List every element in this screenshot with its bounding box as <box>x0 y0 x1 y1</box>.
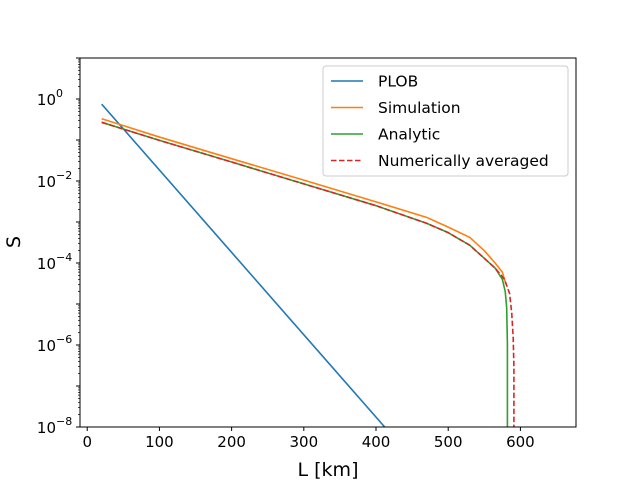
legend-label-simulation: Simulation <box>378 99 461 117</box>
y-tick-base: 10 <box>37 337 56 355</box>
y-tick-label: 10 <box>37 255 56 273</box>
x-axis-label: L [km] <box>298 459 359 480</box>
y-tick-label: 10 <box>37 91 56 109</box>
y-tick-label: 10 <box>37 337 56 355</box>
series-line-plob <box>101 103 386 427</box>
y-tick-label: 10 <box>37 419 56 437</box>
y-axis-label: S <box>3 236 25 248</box>
x-tick-label: 0 <box>82 433 92 451</box>
y-tick-base: 10 <box>37 255 56 273</box>
x-tick-label: 200 <box>217 433 246 451</box>
legend-box <box>322 65 569 177</box>
y-tick-exponent: −8 <box>56 415 72 428</box>
y-tick-exponent: 0 <box>56 87 63 100</box>
plot-frame <box>79 57 577 428</box>
y-tick-exponent: −2 <box>56 169 72 182</box>
x-axis: 0 100 200 300 400 500 600 <box>82 427 535 451</box>
series-layer <box>101 103 515 427</box>
x-tick-label: 100 <box>145 433 174 451</box>
y-tick-base: 10 <box>37 419 56 437</box>
legend-label-plob: PLOB <box>378 73 418 91</box>
series-line-simulation <box>101 117 507 285</box>
y-tick-base: 10 <box>37 173 56 191</box>
legend: PLOB Simulation Analytic Numerically averag… <box>322 65 569 177</box>
y-tick-base: 10 <box>37 91 56 109</box>
x-tick-label: 500 <box>434 433 463 451</box>
y-tick-exponent: −4 <box>56 251 72 264</box>
legend-label-analytic: Analytic <box>378 126 440 144</box>
x-tick-label: 600 <box>506 433 535 451</box>
x-tick-label: 400 <box>362 433 391 451</box>
y-tick-label: 10 <box>37 173 56 191</box>
y-tick-exponent: −6 <box>56 333 72 346</box>
x-tick-label: 300 <box>289 433 318 451</box>
series-line-numerically-averaged <box>101 121 515 427</box>
legend-label-numerically-averaged: Numerically averaged <box>378 152 549 170</box>
